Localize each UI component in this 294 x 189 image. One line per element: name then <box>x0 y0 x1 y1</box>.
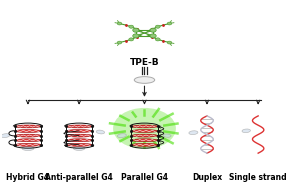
Text: Hybrid G4: Hybrid G4 <box>6 174 49 182</box>
Text: Single strand: Single strand <box>229 174 287 182</box>
Ellipse shape <box>131 134 158 137</box>
Ellipse shape <box>74 146 85 150</box>
Ellipse shape <box>15 134 41 137</box>
Ellipse shape <box>66 134 92 137</box>
Ellipse shape <box>66 139 92 142</box>
Ellipse shape <box>15 125 41 128</box>
Ellipse shape <box>66 130 92 132</box>
Text: Parallel G4: Parallel G4 <box>121 174 168 182</box>
Ellipse shape <box>131 139 158 142</box>
Circle shape <box>113 108 176 149</box>
Ellipse shape <box>96 130 105 134</box>
Ellipse shape <box>131 130 158 132</box>
Circle shape <box>167 41 172 44</box>
Circle shape <box>129 25 133 28</box>
Ellipse shape <box>15 143 41 146</box>
Text: Duplex: Duplex <box>192 174 222 182</box>
Circle shape <box>156 25 160 28</box>
Text: Anti-parallel G4: Anti-parallel G4 <box>45 174 113 182</box>
Ellipse shape <box>242 129 250 133</box>
Ellipse shape <box>117 134 126 138</box>
Circle shape <box>167 22 172 25</box>
Ellipse shape <box>134 77 155 83</box>
Ellipse shape <box>163 134 171 137</box>
Ellipse shape <box>22 146 34 150</box>
Text: TPE-B: TPE-B <box>130 58 159 67</box>
Ellipse shape <box>15 139 41 142</box>
Circle shape <box>150 28 156 32</box>
Ellipse shape <box>131 125 158 128</box>
Circle shape <box>117 22 122 25</box>
Circle shape <box>117 41 122 44</box>
Ellipse shape <box>1 134 10 138</box>
Circle shape <box>156 38 160 41</box>
Ellipse shape <box>131 143 158 146</box>
Ellipse shape <box>66 125 92 128</box>
Circle shape <box>133 28 139 32</box>
Circle shape <box>129 38 133 41</box>
Circle shape <box>150 34 156 38</box>
Ellipse shape <box>66 143 92 146</box>
Ellipse shape <box>15 130 41 132</box>
Ellipse shape <box>189 131 198 135</box>
Circle shape <box>133 34 139 38</box>
